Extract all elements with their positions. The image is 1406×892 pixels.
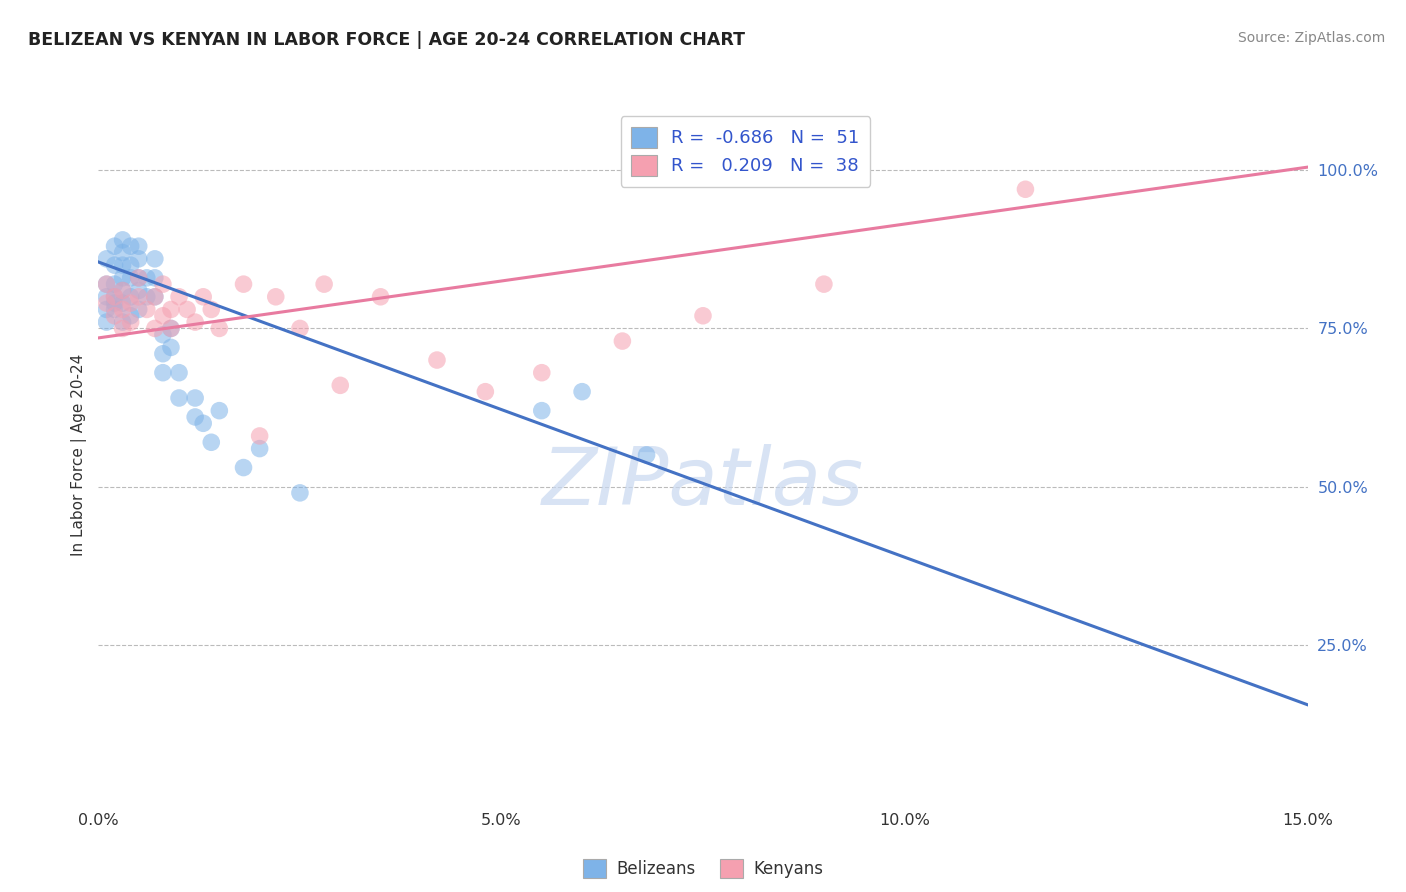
- Point: [111, 321, 134, 335]
- Point: [120, 315, 142, 329]
- Point: [152, 347, 174, 361]
- Point: [232, 460, 254, 475]
- Point: [208, 321, 231, 335]
- Point: [264, 290, 287, 304]
- Point: [103, 290, 125, 304]
- Point: [111, 233, 134, 247]
- Point: [128, 252, 150, 266]
- Point: [200, 435, 222, 450]
- Point: [111, 302, 134, 317]
- Point: [120, 290, 142, 304]
- Point: [111, 284, 134, 298]
- Point: [160, 340, 183, 354]
- Point: [143, 290, 166, 304]
- Point: [612, 334, 634, 348]
- Point: [143, 270, 166, 285]
- Point: [184, 409, 207, 424]
- Point: [1014, 182, 1036, 196]
- Point: [111, 284, 134, 298]
- Point: [96, 290, 118, 304]
- Point: [96, 277, 118, 292]
- Point: [111, 245, 134, 260]
- Point: [329, 378, 352, 392]
- Point: [128, 270, 150, 285]
- Point: [120, 270, 142, 285]
- Point: [103, 302, 125, 317]
- Point: [152, 277, 174, 292]
- Point: [120, 239, 142, 253]
- Point: [370, 290, 392, 304]
- Point: [111, 258, 134, 272]
- Point: [193, 290, 215, 304]
- Text: BELIZEAN VS KENYAN IN LABOR FORCE | AGE 20-24 CORRELATION CHART: BELIZEAN VS KENYAN IN LABOR FORCE | AGE …: [28, 31, 745, 49]
- Point: [160, 302, 183, 317]
- Point: [96, 315, 118, 329]
- Point: [103, 239, 125, 253]
- Point: [152, 309, 174, 323]
- Point: [128, 284, 150, 298]
- Point: [128, 302, 150, 317]
- Point: [152, 327, 174, 342]
- Point: [692, 309, 714, 323]
- Text: ZIPatlas: ZIPatlas: [541, 443, 865, 522]
- Point: [135, 302, 157, 317]
- Point: [530, 403, 553, 417]
- Point: [474, 384, 496, 399]
- Point: [103, 309, 125, 323]
- Y-axis label: In Labor Force | Age 20-24: In Labor Force | Age 20-24: [72, 354, 87, 556]
- Point: [167, 366, 190, 380]
- Point: [103, 296, 125, 310]
- Point: [120, 296, 142, 310]
- Point: [636, 448, 658, 462]
- Point: [160, 321, 183, 335]
- Point: [160, 321, 183, 335]
- Point: [314, 277, 336, 292]
- Point: [143, 252, 166, 266]
- Point: [111, 296, 134, 310]
- Point: [96, 277, 118, 292]
- Point: [135, 290, 157, 304]
- Point: [103, 258, 125, 272]
- Point: [232, 277, 254, 292]
- Point: [96, 296, 118, 310]
- Point: [249, 442, 271, 456]
- Point: [571, 384, 593, 399]
- Point: [120, 258, 142, 272]
- Point: [143, 321, 166, 335]
- Point: [167, 391, 190, 405]
- Point: [249, 429, 271, 443]
- Point: [143, 290, 166, 304]
- Point: [288, 321, 311, 335]
- Point: [184, 391, 207, 405]
- Legend: Belizeans, Kenyans: Belizeans, Kenyans: [576, 853, 830, 885]
- Point: [103, 290, 125, 304]
- Point: [200, 302, 222, 317]
- Text: Source: ZipAtlas.com: Source: ZipAtlas.com: [1237, 31, 1385, 45]
- Point: [111, 315, 134, 329]
- Point: [426, 353, 449, 368]
- Point: [288, 486, 311, 500]
- Point: [530, 366, 553, 380]
- Point: [184, 315, 207, 329]
- Point: [128, 270, 150, 285]
- Point: [167, 290, 190, 304]
- Point: [103, 277, 125, 292]
- Point: [208, 403, 231, 417]
- Point: [128, 290, 150, 304]
- Point: [813, 277, 835, 292]
- Point: [111, 270, 134, 285]
- Point: [128, 239, 150, 253]
- Point: [152, 366, 174, 380]
- Point: [120, 309, 142, 323]
- Point: [176, 302, 198, 317]
- Point: [96, 252, 118, 266]
- Point: [96, 302, 118, 317]
- Point: [135, 270, 157, 285]
- Point: [193, 417, 215, 431]
